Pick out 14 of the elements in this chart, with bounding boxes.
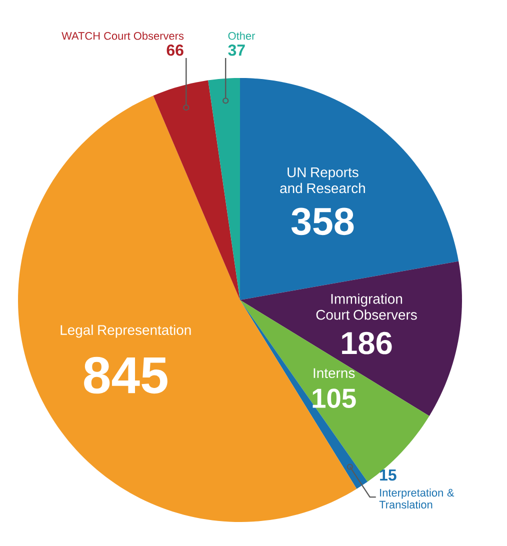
data-label: 66 [166,44,184,56]
data-label: 845 [84,356,168,394]
slice-label: Immigration Court Observers [316,294,417,320]
slice-label: Other [228,32,256,40]
data-label: 37 [228,44,245,56]
slice-label: UN Reports and Research [280,168,365,194]
data-label: 15 [380,470,396,481]
slice-label: WATCH Court Observers [62,32,184,40]
data-label: 186 [342,332,392,354]
slice-label: Legal Representation [60,324,191,338]
slice-label: Interns [314,368,355,378]
data-label: 105 [312,388,356,408]
slice-label: Interpretation & Translation [379,488,454,509]
data-label: 358 [291,208,354,236]
